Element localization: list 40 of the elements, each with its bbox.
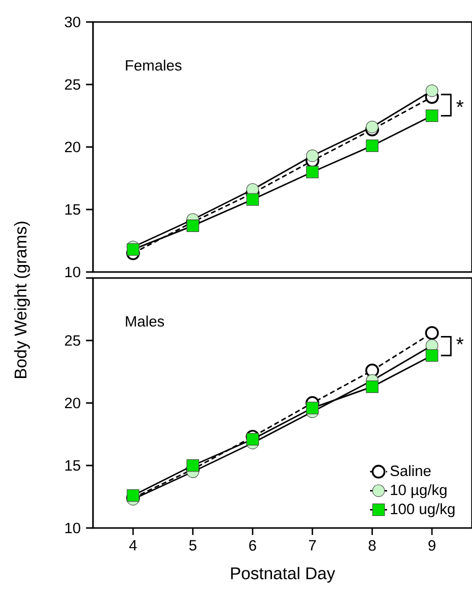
annotation: Males (126, 316, 164, 327)
y-tick-label: 15 (65, 204, 80, 215)
point (306, 166, 319, 178)
y-axis-title: Body Weight (grams) (14, 222, 30, 378)
y-tick-label: 25 (64, 335, 80, 346)
annotation: * (456, 337, 464, 344)
point (425, 326, 439, 340)
x-axis-title: Postnatal Day (231, 566, 336, 583)
point (186, 459, 200, 472)
y-tick-label: 30 (64, 16, 80, 28)
x-tick-label: 5 (189, 540, 196, 551)
y-tick-label: 20 (64, 142, 80, 152)
y-tick-label: 25 (64, 79, 80, 90)
point (426, 84, 438, 98)
legend-label: 10 µg/kg (390, 484, 446, 498)
y-tick-label: 10 (65, 522, 80, 534)
y-tick-label: 20 (64, 398, 80, 408)
legend-label: 100 ug/kg (390, 503, 454, 518)
point (186, 219, 200, 232)
x-tick-label: 9 (428, 540, 436, 551)
annotation: * (456, 100, 464, 108)
x-tick-label: 8 (368, 540, 376, 551)
point (306, 402, 319, 414)
point (426, 109, 438, 122)
y-tick-label: 15 (65, 460, 80, 471)
point (306, 149, 319, 162)
x-tick-label: 7 (309, 540, 316, 550)
annotation: Females (126, 60, 182, 71)
point (426, 349, 438, 362)
point (366, 139, 378, 152)
y-tick-label: 10 (65, 266, 80, 278)
point (366, 120, 378, 134)
x-tick-label: 6 (249, 540, 256, 551)
point (126, 243, 140, 256)
point (246, 193, 259, 206)
legend-label: Saline (390, 465, 431, 476)
point (126, 489, 140, 502)
point (246, 432, 259, 446)
point (366, 380, 378, 394)
x-tick-label: 4 (129, 540, 137, 550)
